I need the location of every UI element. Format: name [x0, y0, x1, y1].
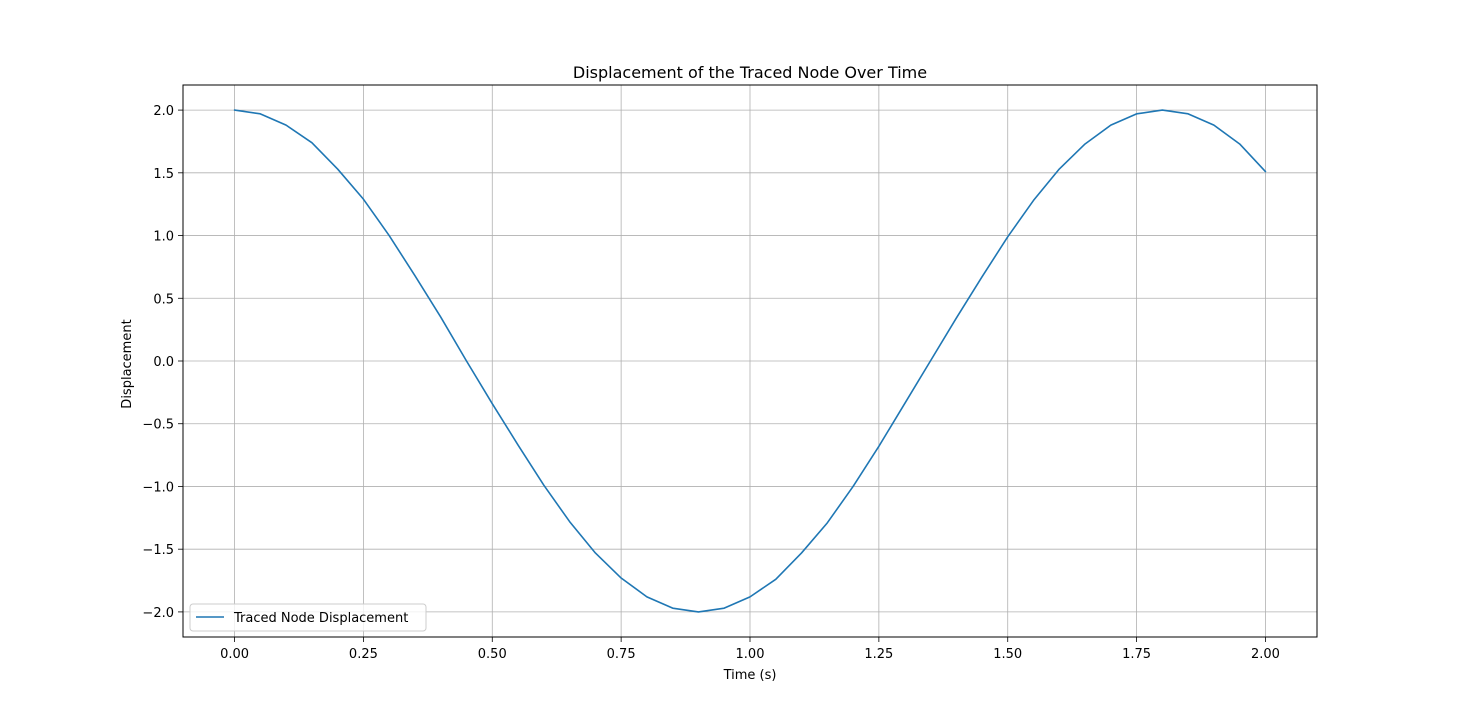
- y-tick-label: −0.5: [142, 418, 174, 433]
- y-tick-label: −2.0: [142, 606, 174, 621]
- x-axis-ticks: 0.00 0.25 0.50 0.75 1.00 1.25 1.50 1.75 2.00: [220, 637, 1280, 662]
- x-axis-label: Time (s): [723, 668, 777, 683]
- legend-box: [189, 603, 427, 632]
- x-tick-label: 0.75: [607, 647, 636, 662]
- legend: Traced Node Displacement: [189, 603, 427, 632]
- x-tick-label: 1.25: [864, 647, 893, 662]
- y-tick-label: 1.0: [153, 230, 174, 245]
- legend-label: Traced Node Displacement: [233, 611, 408, 626]
- y-axis-ticks: 2.0 1.5 1.0 0.5 0.0 −0.5 −1.0 −1.5 −2.0: [142, 104, 183, 621]
- y-tick-label: −1.5: [142, 543, 174, 558]
- x-tick-label: 0.00: [220, 647, 249, 662]
- x-tick-label: 1.50: [993, 647, 1022, 662]
- y-tick-label: 1.5: [153, 167, 174, 182]
- y-tick-label: 0.5: [153, 292, 174, 307]
- series-line-0: [233, 109, 1267, 613]
- x-tick-label: 2.00: [1251, 647, 1280, 662]
- x-tick-label: 1.00: [736, 647, 765, 662]
- series-layer: [233, 109, 1267, 613]
- y-axis-label: Displacement: [120, 319, 135, 408]
- x-tick-label: 1.75: [1122, 647, 1151, 662]
- y-tick-label: 0.0: [153, 355, 174, 370]
- y-tick-label: 2.0: [153, 104, 174, 119]
- x-tick-label: 0.50: [478, 647, 507, 662]
- x-tick-label: 0.25: [349, 647, 378, 662]
- chart-title: Displacement of the Traced Node Over Tim…: [573, 63, 927, 82]
- grid-lines: [183, 85, 1317, 637]
- y-tick-label: −1.0: [142, 480, 174, 495]
